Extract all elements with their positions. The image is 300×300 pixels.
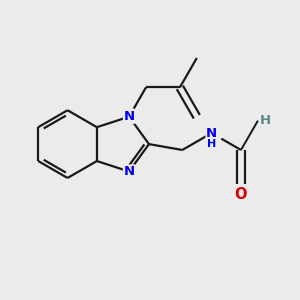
Text: H: H <box>260 114 271 127</box>
Text: N: N <box>124 110 135 123</box>
Text: O: O <box>235 187 247 202</box>
Text: H: H <box>207 139 216 149</box>
Text: N: N <box>206 127 217 140</box>
Text: N: N <box>124 165 135 178</box>
